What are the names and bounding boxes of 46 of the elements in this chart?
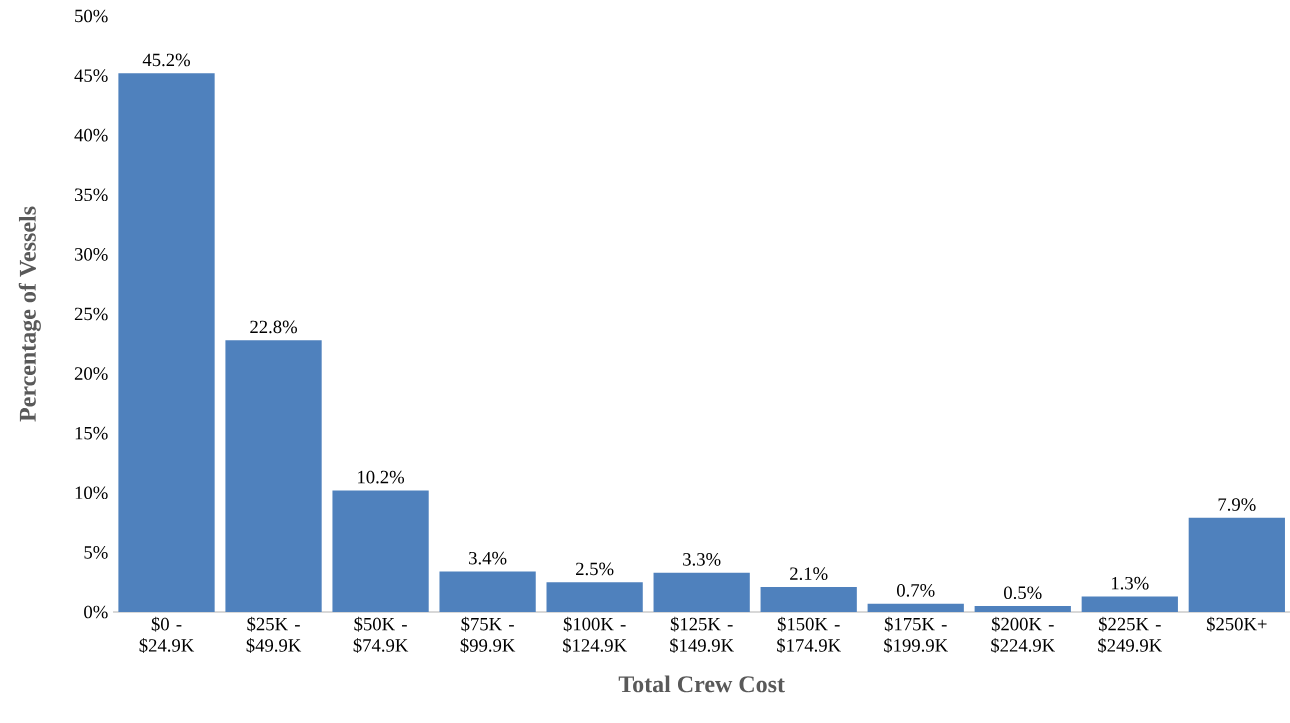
y-tick-label: 10% — [75, 486, 108, 500]
data-label: 3.3% — [683, 553, 721, 566]
y-tick-label: 50% — [75, 9, 108, 23]
bar — [760, 586, 857, 612]
x-tick-label: $225K - $249.9K — [1098, 616, 1163, 653]
x-tick-label: $50K - $74.9K — [353, 616, 409, 653]
y-tick-label: 20% — [74, 367, 108, 380]
x-tick-label: $250K+ — [1206, 616, 1267, 632]
data-label: 45.2% — [142, 53, 190, 67]
x-tick-label: $200K - $224.9K — [991, 616, 1055, 653]
data-label: 1.3% — [1111, 576, 1149, 590]
bar — [546, 582, 643, 612]
y-tick-label: 0% — [84, 605, 108, 619]
y-tick-label: 5% — [84, 546, 108, 559]
bar — [1188, 517, 1285, 612]
y-tick-label: 15% — [75, 426, 108, 440]
data-label: 2.5% — [576, 562, 614, 576]
x-tick-label: $25K - $49.9K — [246, 616, 302, 653]
data-label: 3.4% — [469, 551, 507, 565]
data-label: 0.5% — [1004, 586, 1042, 600]
x-tick-label: $175K - $199.9K — [884, 616, 948, 653]
data-label: 22.8% — [250, 320, 298, 334]
x-tick-label: $150K - $174.9K — [777, 616, 841, 653]
x-tick-label: $125K - $149.9K — [670, 616, 734, 653]
y-tick-label: 40% — [74, 128, 108, 142]
x-tick-label: $100K - $124.9K — [563, 616, 627, 653]
data-label: 10.2% — [358, 470, 405, 484]
bar — [439, 571, 536, 612]
bar — [1081, 596, 1178, 612]
y-tick-label: 45% — [74, 69, 108, 82]
bar — [118, 73, 215, 612]
data-label: 0.7% — [897, 584, 935, 597]
x-tick-label: $75K - $99.9K — [460, 616, 516, 653]
y-tick-label: 35% — [74, 188, 108, 202]
x-axis-title: Total Crew Cost — [618, 675, 785, 693]
data-label: 7.9% — [1218, 498, 1256, 511]
bar — [653, 572, 750, 612]
y-axis-title: Percentage of Vessels — [18, 206, 41, 422]
bar — [974, 606, 1071, 612]
x-tick-label: $0 - $24.9K — [139, 616, 195, 653]
bar — [332, 490, 429, 612]
bar — [867, 603, 964, 612]
data-label: 2.1% — [790, 567, 828, 581]
bar — [225, 340, 322, 612]
y-tick-label: 25% — [74, 307, 108, 321]
y-tick-label: 30% — [74, 248, 108, 261]
